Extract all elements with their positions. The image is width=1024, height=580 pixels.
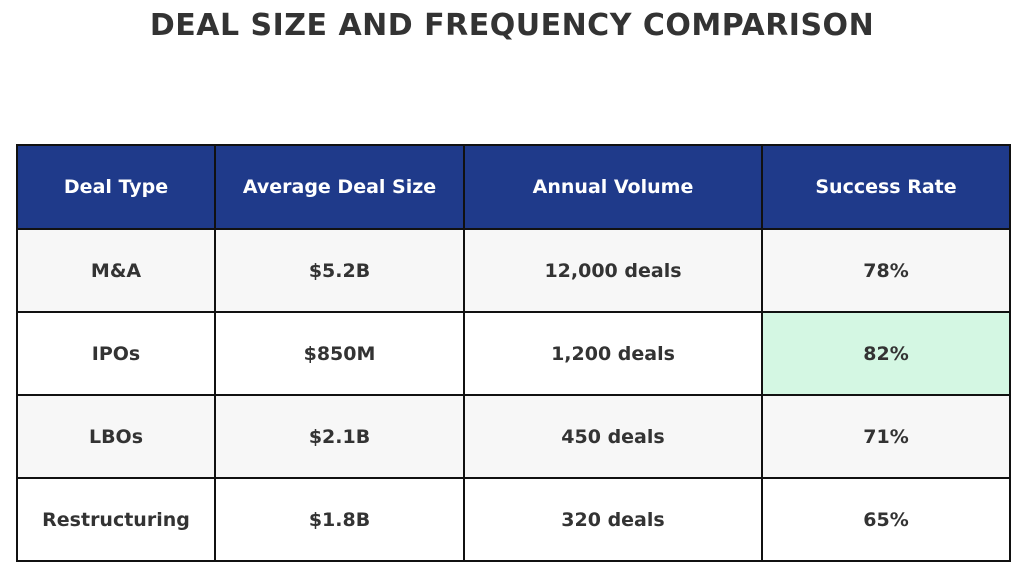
cell-average-deal-size: $1.8B	[214, 477, 465, 562]
header-deal-type: Deal Type	[16, 144, 216, 230]
cell-success-rate-highlighted: 82%	[761, 311, 1011, 396]
cell-annual-volume: 320 deals	[463, 477, 763, 562]
cell-annual-volume: 450 deals	[463, 394, 763, 479]
cell-deal-type: LBOs	[16, 394, 216, 479]
cell-annual-volume: 12,000 deals	[463, 228, 763, 313]
cell-success-rate: 78%	[761, 228, 1011, 313]
deal-comparison-table: Deal Type Average Deal Size Annual Volum…	[16, 144, 1011, 562]
header-annual-volume: Annual Volume	[463, 144, 763, 230]
cell-success-rate: 71%	[761, 394, 1011, 479]
cell-average-deal-size: $5.2B	[214, 228, 465, 313]
cell-deal-type: IPOs	[16, 311, 216, 396]
cell-success-rate: 65%	[761, 477, 1011, 562]
table-row: M&A $5.2B 12,000 deals 78%	[16, 228, 1011, 313]
cell-average-deal-size: $2.1B	[214, 394, 465, 479]
table-row: IPOs $850M 1,200 deals 82%	[16, 311, 1011, 396]
cell-annual-volume: 1,200 deals	[463, 311, 763, 396]
chart-title: DEAL SIZE AND FREQUENCY COMPARISON	[149, 8, 875, 43]
table-row: Restructuring $1.8B 320 deals 65%	[16, 477, 1011, 562]
table-header-row: Deal Type Average Deal Size Annual Volum…	[16, 144, 1011, 230]
header-average-deal-size: Average Deal Size	[214, 144, 465, 230]
cell-deal-type: M&A	[16, 228, 216, 313]
cell-deal-type: Restructuring	[16, 477, 216, 562]
table-row: LBOs $2.1B 450 deals 71%	[16, 394, 1011, 479]
header-success-rate: Success Rate	[761, 144, 1011, 230]
cell-average-deal-size: $850M	[214, 311, 465, 396]
